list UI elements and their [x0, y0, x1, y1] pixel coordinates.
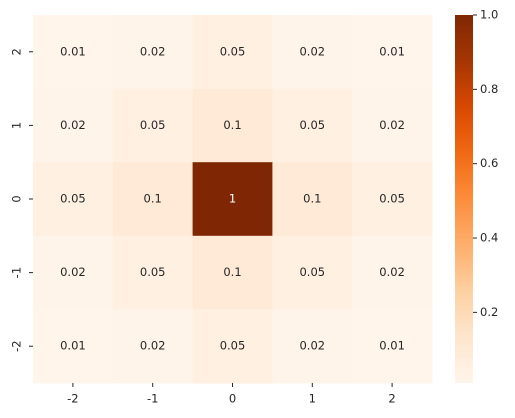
- cell-label: 0.01: [60, 339, 86, 353]
- cell-label: 0.02: [60, 118, 86, 132]
- x-tick-label: 2: [388, 392, 395, 406]
- heatmap-cell: [272, 235, 353, 310]
- heatmap-cell: [112, 162, 194, 237]
- cell-label: 0.05: [140, 118, 166, 132]
- x-tick-label: 1: [309, 392, 316, 406]
- heatmap-cell: [112, 15, 194, 90]
- heatmap-cell: [272, 15, 353, 90]
- y-tick-label: 1: [10, 122, 24, 129]
- heatmap-cell: [33, 88, 114, 163]
- colorbar-tick-label: 0.6: [480, 156, 498, 170]
- cell-label: 1: [229, 192, 236, 206]
- colorbar-tick-label: 0.8: [480, 82, 498, 96]
- heatmap-cell: [352, 309, 433, 384]
- heatmap-cell: [112, 235, 194, 310]
- heatmap-cell: [352, 162, 433, 237]
- cell-label: 0.05: [60, 192, 86, 206]
- heatmap-cell: [33, 15, 114, 90]
- heatmap-cell: [192, 235, 273, 310]
- heatmap-cell: [112, 309, 194, 384]
- cell-label: 0.02: [299, 339, 325, 353]
- y-tick-label: 0: [10, 195, 24, 202]
- heatmap-cell: [192, 309, 273, 384]
- cell-label: 0.01: [379, 339, 405, 353]
- cell-label: 0.01: [379, 44, 405, 58]
- cell-label: 0.01: [60, 44, 86, 58]
- heatmap-cell: [352, 15, 433, 90]
- heatmap-cell: [272, 88, 353, 163]
- y-tick-label: -2: [10, 340, 24, 351]
- cell-label: 0.02: [140, 44, 166, 58]
- heatmap-cell: [192, 15, 273, 90]
- heatmap-cell: [112, 88, 194, 163]
- heatmap-cell: [33, 162, 114, 237]
- cell-label: 0.1: [223, 118, 241, 132]
- heatmap-cell: [272, 309, 353, 384]
- heatmap-cell: [352, 88, 433, 163]
- cell-label: 0.05: [220, 339, 246, 353]
- cell-label: 0.1: [144, 192, 162, 206]
- x-tick-label: 0: [229, 392, 236, 406]
- cell-label: 0.1: [223, 265, 241, 279]
- cell-label: 0.05: [220, 44, 246, 58]
- cell-label: 0.05: [299, 118, 325, 132]
- heatmap-cell: [33, 235, 114, 310]
- heatmap-cell: [192, 88, 273, 163]
- x-tick-label: -2: [67, 392, 78, 406]
- cell-label: 0.02: [299, 44, 325, 58]
- colorbar-tick-label: 0.4: [480, 231, 498, 245]
- y-tick-label: 2: [10, 48, 24, 55]
- heatmap-cell: [33, 309, 114, 384]
- cell-label: 0.1: [303, 192, 321, 206]
- heatmap-cell: [272, 162, 353, 237]
- colorbar-tick-label: 1.0: [480, 8, 498, 22]
- y-tick-label: -1: [10, 267, 24, 278]
- cell-label: 0.02: [140, 339, 166, 353]
- colorbar: [455, 15, 473, 383]
- cell-label: 0.05: [379, 192, 405, 206]
- cell-label: 0.05: [140, 265, 166, 279]
- heatmap-cell: [352, 235, 433, 310]
- cell-label: 0.02: [379, 265, 405, 279]
- cell-label: 0.02: [60, 265, 86, 279]
- x-tick-label: -1: [147, 392, 158, 406]
- cell-label: 0.05: [299, 265, 325, 279]
- cell-label: 0.02: [379, 118, 405, 132]
- heatmap-cell: [192, 162, 273, 237]
- colorbar-tick-label: 0.2: [480, 305, 498, 319]
